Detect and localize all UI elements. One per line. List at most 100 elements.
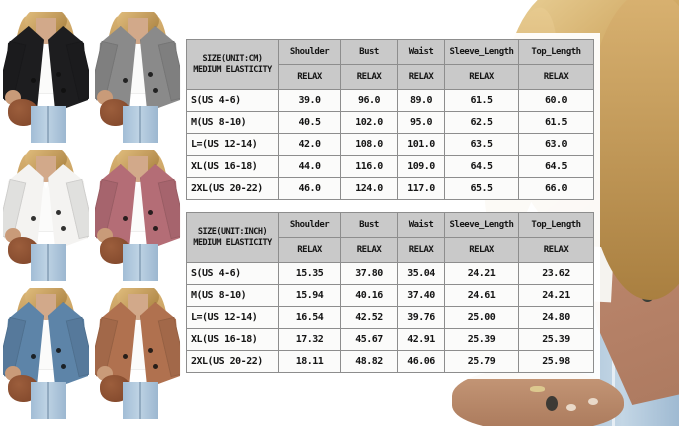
fit-label: RELAX — [518, 64, 594, 90]
measurement-value: 42.91 — [397, 328, 445, 351]
blazer-button — [153, 88, 158, 93]
size-unit-line1: SIZE(UNIT:INCH) — [197, 226, 268, 237]
fit-label: RELAX — [518, 237, 594, 263]
blazer-button — [61, 364, 66, 369]
size-data-row: 2XL(US 20-22) 18.11 48.82 46.06 25.79 25.98 — [186, 350, 594, 373]
column-header-bust: Bust — [340, 212, 398, 238]
size-label: L=(US 12-14) — [186, 133, 279, 156]
size-data-row: S(US 4-6) 15.35 37.80 35.04 24.21 23.62 — [186, 262, 594, 285]
measurement-value: 37.40 — [397, 284, 445, 307]
size-label: XL(US 16-18) — [186, 155, 279, 178]
measurement-value: 101.0 — [397, 133, 445, 156]
measurement-value: 61.5 — [444, 89, 519, 112]
table-header-row: SIZE(UNIT:CM) MEDIUM ELASTICITY Shoulder Bu… — [186, 39, 594, 90]
blazer-button — [148, 72, 153, 77]
jeans — [31, 106, 66, 143]
measurement-value: 108.0 — [340, 133, 398, 156]
fit-label: RELAX — [340, 237, 398, 263]
measurement-value: 45.67 — [340, 328, 398, 351]
measurement-value: 61.5 — [518, 111, 594, 134]
blazer-button — [31, 216, 36, 221]
column-header-waist: Waist — [397, 212, 445, 238]
size-table-inch: SIZE(UNIT:INCH) MEDIUM ELASTICITY Shoulder… — [186, 212, 594, 373]
size-label: 2XL(US 20-22) — [186, 177, 279, 200]
measurement-value: 42.52 — [340, 306, 398, 329]
model-hand — [452, 368, 624, 426]
measurement-value: 117.0 — [397, 177, 445, 200]
size-label: M(US 8-10) — [186, 284, 279, 307]
measurement-value: 25.39 — [518, 328, 594, 351]
size-unit-line2: MEDIUM ELASTICITY — [193, 237, 272, 248]
size-label: 2XL(US 20-22) — [186, 350, 279, 373]
measurement-value: 63.0 — [518, 133, 594, 156]
fit-label: RELAX — [278, 64, 341, 90]
measurement-value: 25.39 — [444, 328, 519, 351]
gold-ring — [530, 386, 545, 392]
fit-label: RELAX — [340, 64, 398, 90]
product-thumbnail-brown-blazer — [95, 288, 181, 419]
measurement-value: 102.0 — [340, 111, 398, 134]
blazer-button — [56, 348, 61, 353]
blazer-button — [148, 348, 153, 353]
measurement-value: 40.5 — [278, 111, 341, 134]
table-header-row: SIZE(UNIT:INCH) MEDIUM ELASTICITY Shoulder… — [186, 212, 594, 263]
relax-row: RELAX RELAX RELAX RELAX RELAX — [187, 237, 594, 263]
column-header-shoulder: Shoulder — [278, 212, 341, 238]
measurement-value: 24.21 — [518, 284, 594, 307]
product-thumbnail-white-blazer — [3, 150, 89, 281]
size-label: XL(US 16-18) — [186, 328, 279, 351]
blazer-button — [153, 364, 158, 369]
product-color-thumbnails — [3, 12, 181, 419]
blazer-button — [31, 354, 36, 359]
size-label: S(US 4-6) — [186, 262, 279, 285]
measurement-value: 25.98 — [518, 350, 594, 373]
size-table-cm: SIZE(UNIT:CM) MEDIUM ELASTICITY Shoulder Bu… — [186, 39, 594, 200]
measurement-value: 24.61 — [444, 284, 519, 307]
measurement-value: 24.21 — [444, 262, 519, 285]
fit-label: RELAX — [397, 237, 445, 263]
blazer-button — [31, 78, 36, 83]
fingernail — [566, 404, 576, 411]
measurement-value: 23.62 — [518, 262, 594, 285]
product-thumbnail-gray-blazer — [95, 12, 181, 143]
jeans — [31, 382, 66, 419]
measurement-value: 46.0 — [278, 177, 341, 200]
column-header-sleeve_length: Sleeve_Length — [444, 39, 519, 65]
size-data-row: 2XL(US 20-22) 46.0 124.0 117.0 65.5 66.0 — [186, 177, 594, 200]
measurement-value: 25.79 — [444, 350, 519, 373]
size-label: L=(US 12-14) — [186, 306, 279, 329]
fit-label: RELAX — [444, 64, 519, 90]
measurement-value: 18.11 — [278, 350, 341, 373]
blazer-button — [56, 72, 61, 77]
blazer-button — [56, 210, 61, 215]
column-header-bust: Bust — [340, 39, 398, 65]
blazer-button — [153, 226, 158, 231]
jeans — [123, 106, 158, 143]
measurement-value: 37.80 — [340, 262, 398, 285]
measurement-value: 124.0 — [340, 177, 398, 200]
dark-ring — [546, 396, 558, 411]
fit-label: RELAX — [444, 237, 519, 263]
blazer-button — [123, 216, 128, 221]
measurement-value: 64.5 — [444, 155, 519, 178]
size-unit-line2: MEDIUM ELASTICITY — [193, 64, 272, 75]
measurement-value: 109.0 — [397, 155, 445, 178]
size-data-row: M(US 8-10) 40.5 102.0 95.0 62.5 61.5 — [186, 111, 594, 134]
measurement-value: 40.16 — [340, 284, 398, 307]
product-thumbnail-black-blazer — [3, 12, 89, 143]
column-header-sleeve_length: Sleeve_Length — [444, 212, 519, 238]
measurement-value: 64.5 — [518, 155, 594, 178]
size-unit-header: SIZE(UNIT:INCH) MEDIUM ELASTICITY — [186, 212, 279, 263]
measurement-value: 96.0 — [340, 89, 398, 112]
size-data-row: XL(US 16-18) 17.32 45.67 42.91 25.39 25.39 — [186, 328, 594, 351]
jeans — [31, 244, 66, 281]
blazer-button — [148, 210, 153, 215]
measurement-value: 24.80 — [518, 306, 594, 329]
column-header-top_length: Top_Length — [518, 39, 594, 65]
size-data-row: S(US 4-6) 39.0 96.0 89.0 61.5 60.0 — [186, 89, 594, 112]
fingernail — [588, 398, 598, 405]
measurement-value: 39.0 — [278, 89, 341, 112]
measurement-value: 39.76 — [397, 306, 445, 329]
jeans — [123, 382, 158, 419]
